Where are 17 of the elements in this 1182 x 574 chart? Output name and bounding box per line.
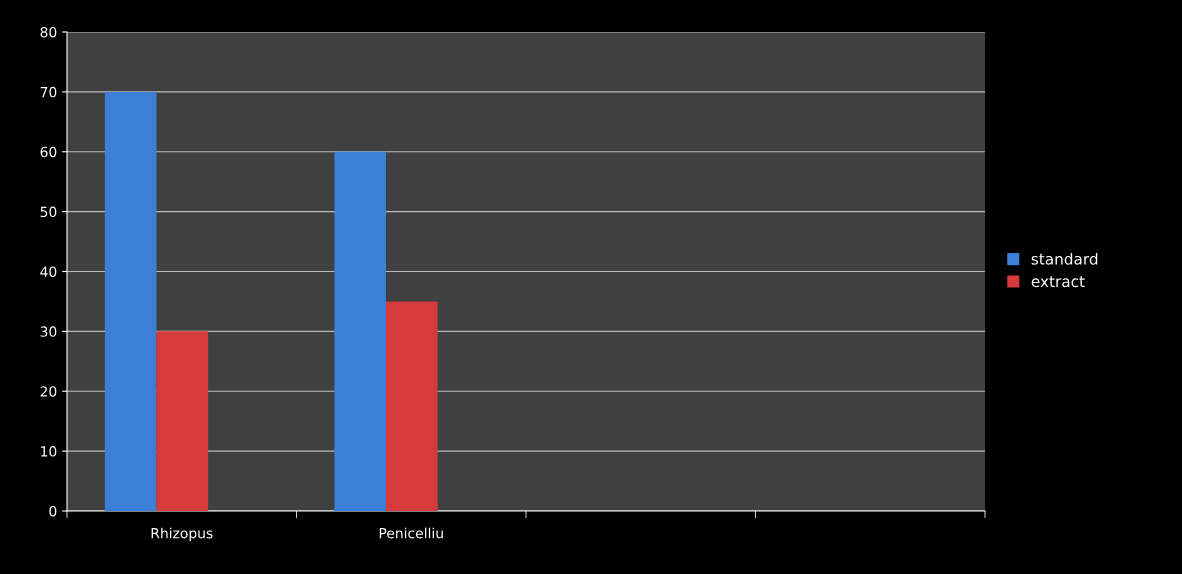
bar <box>156 331 209 511</box>
y-tick-label: 60 <box>40 146 57 158</box>
y-tick-label: 20 <box>40 386 57 397</box>
y-tick-label: 0 <box>49 505 57 517</box>
x-tick-label: Penicelliu <box>379 527 443 539</box>
y-tick-label: 40 <box>40 266 57 277</box>
y-tick-label: 50 <box>40 206 57 218</box>
y-tick-label: 30 <box>40 326 57 337</box>
bar <box>104 91 157 511</box>
bar <box>334 151 387 511</box>
y-tick-label: 80 <box>40 26 57 38</box>
y-tick-label: 70 <box>40 86 57 98</box>
legend-label: standard <box>1031 252 1098 265</box>
y-tick-label: 10 <box>41 446 57 457</box>
legend-label: extract <box>1031 276 1085 288</box>
x-tick-label: Rhizopus <box>151 527 213 542</box>
bar <box>386 301 438 511</box>
